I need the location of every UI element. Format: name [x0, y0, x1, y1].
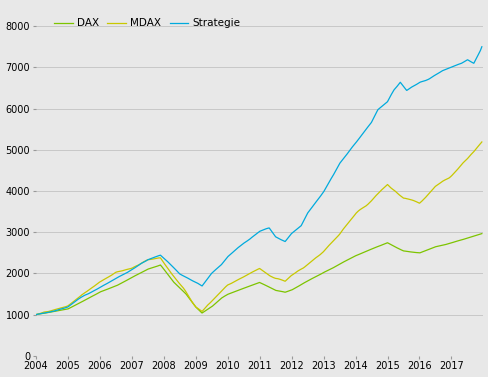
Strategie: [85, 291, 91, 296]
Line: DAX: DAX: [36, 234, 481, 315]
MDAX: [239, 275, 244, 280]
MDAX: [286, 275, 292, 279]
Line: Strategie: Strategie: [36, 47, 481, 315]
Strategie: [231, 249, 237, 253]
Strategie: [239, 242, 244, 247]
MDAX: [222, 285, 227, 290]
DAX: [33, 313, 39, 317]
DAX: [239, 287, 244, 291]
Strategie: [222, 258, 227, 262]
DAX: [222, 294, 227, 298]
Strategie: [478, 44, 484, 49]
Strategie: [67, 303, 73, 308]
Line: MDAX: MDAX: [36, 142, 481, 315]
MDAX: [67, 302, 73, 307]
MDAX: [231, 279, 237, 284]
MDAX: [478, 140, 484, 144]
Strategie: [33, 313, 39, 317]
Strategie: [286, 234, 292, 238]
MDAX: [33, 313, 39, 317]
DAX: [231, 290, 237, 294]
MDAX: [85, 288, 91, 293]
DAX: [286, 288, 292, 293]
DAX: [478, 231, 484, 236]
Legend: DAX, MDAX, Strategie: DAX, MDAX, Strategie: [50, 14, 244, 32]
DAX: [85, 296, 91, 300]
DAX: [67, 305, 73, 310]
